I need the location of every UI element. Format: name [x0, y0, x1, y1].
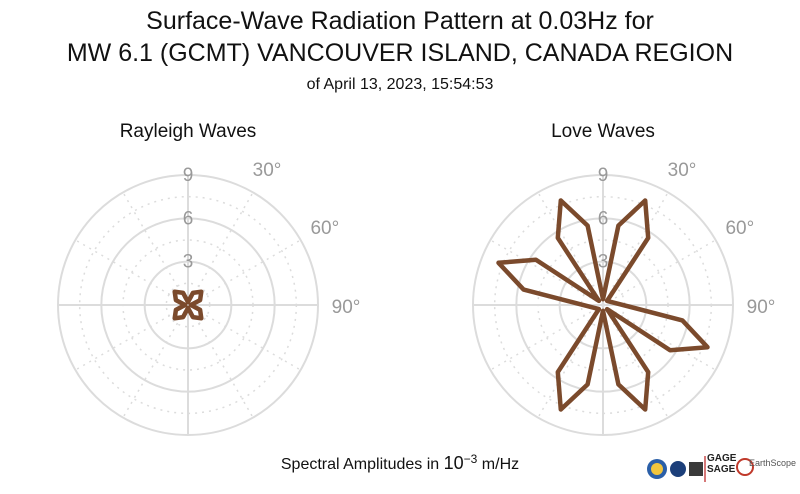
radial-tick-label: 6 [598, 208, 609, 229]
angular-grid-spoke [122, 192, 189, 306]
chart-title-line-2: MW 6.1 (GCMT) VANCOUVER ISLAND, CANADA R… [66, 39, 734, 67]
angular-grid-spoke [187, 192, 254, 306]
angular-grid-spoke [537, 192, 604, 306]
angular-grid-spoke [602, 304, 669, 418]
chart-title-line-1: Surface-Wave Radiation Pattern at 0.03Hz… [146, 7, 654, 35]
logo-marks [647, 456, 754, 482]
angular-tick-label: 30° [253, 160, 282, 181]
angular-grid-spoke [537, 304, 604, 418]
gage-sage-logo: GAGE SAGE [707, 453, 736, 475]
radiation-pattern-curve [172, 289, 204, 321]
angular-tick-label: 30° [668, 160, 697, 181]
angular-grid-spoke [122, 304, 189, 418]
gage-label: GAGE [707, 453, 737, 464]
angular-grid-spoke [187, 239, 301, 306]
radial-tick-label: 6 [183, 208, 194, 229]
radial-tick-label: 3 [598, 252, 609, 273]
caption-prefix: Spectral Amplitudes in [280, 456, 444, 473]
angular-grid-spoke [602, 239, 716, 306]
sponsor-logos: GAGE SAGE EarthScope [645, 452, 797, 486]
angular-grid-spoke [75, 304, 189, 371]
angular-grid-spoke [187, 304, 301, 371]
panel-title: Love Waves [551, 121, 655, 142]
angular-tick-label: 90° [747, 297, 776, 318]
sage-label: SAGE [707, 464, 736, 475]
polar-chart-1: 3 6 9 30° 60° 90° Rayleigh Waves [57, 121, 361, 436]
angular-grid-spoke [490, 239, 604, 306]
angular-tick-label: 60° [725, 218, 754, 239]
angular-grid-spoke [75, 239, 189, 306]
nasa-logo-icon [670, 461, 686, 477]
panel-title: Rayleigh Waves [120, 121, 257, 142]
angular-grid-spoke [187, 304, 254, 418]
radiation-pattern-curve [496, 198, 710, 412]
caption-exponent: −3 [463, 452, 478, 466]
chart-subtitle: of April 13, 2023, 15:54:53 [306, 76, 494, 93]
angular-grid-spoke [602, 192, 669, 306]
caption-base: 10 [443, 453, 464, 473]
earthscope-logo-icon [736, 458, 754, 476]
nsf-logo-center-icon [651, 463, 663, 475]
angular-tick-label: 90° [332, 297, 361, 318]
radial-tick-label: 9 [598, 165, 609, 186]
angular-tick-label: 60° [310, 218, 339, 239]
earthscope-label: EarthScope [749, 458, 797, 468]
angular-grid-spoke [490, 304, 604, 371]
noaa-logo-icon [689, 462, 703, 476]
amplitude-unit-caption: Spectral Amplitudes in 10−3 m/Hz [0, 452, 800, 474]
radial-tick-label: 3 [183, 252, 194, 273]
polar-chart-2: 3 6 9 30° 60° 90° Love Waves [472, 121, 776, 436]
angular-grid-spoke [602, 304, 716, 371]
caption-unit: m/Hz [477, 456, 520, 473]
radial-tick-label: 9 [183, 165, 194, 186]
